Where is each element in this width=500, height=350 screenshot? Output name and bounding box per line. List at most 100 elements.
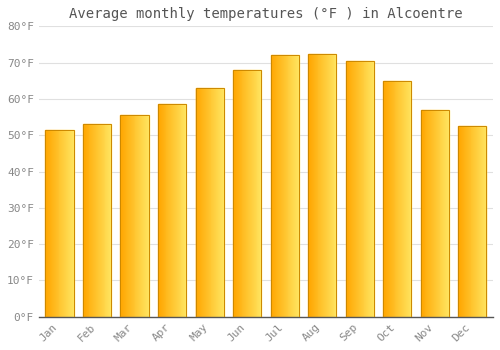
Bar bbox=[219, 88, 220, 317]
Bar bbox=[288, 55, 290, 317]
Bar bbox=[68, 130, 69, 317]
Bar bbox=[371, 61, 372, 317]
Bar bbox=[67, 130, 68, 317]
Bar bbox=[422, 110, 424, 317]
Bar bbox=[204, 88, 205, 317]
Bar bbox=[278, 55, 279, 317]
Bar bbox=[50, 130, 51, 317]
Bar bbox=[143, 115, 144, 317]
Bar bbox=[283, 55, 284, 317]
Bar bbox=[83, 124, 111, 317]
Bar bbox=[358, 61, 359, 317]
Bar bbox=[447, 110, 448, 317]
Bar bbox=[314, 54, 316, 317]
Bar bbox=[405, 81, 406, 317]
Bar bbox=[208, 88, 210, 317]
Bar bbox=[408, 81, 410, 317]
Bar bbox=[54, 130, 55, 317]
Bar bbox=[270, 55, 299, 317]
Bar bbox=[125, 115, 126, 317]
Bar bbox=[144, 115, 145, 317]
Bar bbox=[294, 55, 295, 317]
Bar bbox=[214, 88, 215, 317]
Bar bbox=[330, 54, 332, 317]
Bar bbox=[171, 104, 172, 317]
Bar bbox=[466, 126, 467, 317]
Bar bbox=[346, 61, 374, 317]
Bar bbox=[249, 70, 250, 317]
Bar bbox=[462, 126, 463, 317]
Bar bbox=[323, 54, 324, 317]
Bar bbox=[313, 54, 314, 317]
Bar bbox=[279, 55, 280, 317]
Bar bbox=[310, 54, 311, 317]
Bar bbox=[85, 124, 86, 317]
Bar bbox=[311, 54, 312, 317]
Title: Average monthly temperatures (°F ) in Alcoentre: Average monthly temperatures (°F ) in Al… bbox=[69, 7, 462, 21]
Bar bbox=[461, 126, 462, 317]
Bar bbox=[316, 54, 318, 317]
Bar bbox=[421, 110, 422, 317]
Bar bbox=[175, 104, 176, 317]
Bar bbox=[236, 70, 237, 317]
Bar bbox=[308, 54, 336, 317]
Bar bbox=[129, 115, 130, 317]
Bar bbox=[237, 70, 238, 317]
Bar bbox=[94, 124, 95, 317]
Bar bbox=[60, 130, 62, 317]
Bar bbox=[406, 81, 408, 317]
Bar bbox=[401, 81, 402, 317]
Bar bbox=[161, 104, 162, 317]
Bar bbox=[424, 110, 426, 317]
Bar bbox=[322, 54, 323, 317]
Bar bbox=[142, 115, 143, 317]
Bar bbox=[97, 124, 98, 317]
Bar bbox=[65, 130, 66, 317]
Bar bbox=[235, 70, 236, 317]
Bar bbox=[392, 81, 394, 317]
Bar bbox=[162, 104, 164, 317]
Bar bbox=[220, 88, 221, 317]
Bar bbox=[146, 115, 148, 317]
Bar bbox=[158, 104, 186, 317]
Bar bbox=[49, 130, 50, 317]
Bar bbox=[185, 104, 186, 317]
Bar bbox=[334, 54, 336, 317]
Bar bbox=[63, 130, 64, 317]
Bar bbox=[429, 110, 430, 317]
Bar bbox=[145, 115, 146, 317]
Bar bbox=[170, 104, 171, 317]
Bar bbox=[46, 130, 74, 317]
Bar bbox=[238, 70, 240, 317]
Bar bbox=[90, 124, 92, 317]
Bar bbox=[100, 124, 102, 317]
Bar bbox=[404, 81, 405, 317]
Bar bbox=[373, 61, 374, 317]
Bar bbox=[431, 110, 432, 317]
Bar bbox=[260, 70, 261, 317]
Bar bbox=[223, 88, 224, 317]
Bar bbox=[272, 55, 274, 317]
Bar bbox=[370, 61, 371, 317]
Bar bbox=[217, 88, 218, 317]
Bar bbox=[350, 61, 352, 317]
Bar bbox=[216, 88, 217, 317]
Bar bbox=[92, 124, 93, 317]
Bar bbox=[98, 124, 99, 317]
Bar bbox=[426, 110, 428, 317]
Bar bbox=[295, 55, 296, 317]
Bar bbox=[128, 115, 129, 317]
Bar bbox=[176, 104, 177, 317]
Bar bbox=[86, 124, 88, 317]
Bar bbox=[328, 54, 329, 317]
Bar bbox=[203, 88, 204, 317]
Bar bbox=[297, 55, 298, 317]
Bar bbox=[104, 124, 106, 317]
Bar bbox=[270, 55, 272, 317]
Bar bbox=[126, 115, 127, 317]
Bar bbox=[96, 124, 97, 317]
Bar bbox=[48, 130, 49, 317]
Bar bbox=[106, 124, 108, 317]
Bar bbox=[384, 81, 385, 317]
Bar bbox=[348, 61, 350, 317]
